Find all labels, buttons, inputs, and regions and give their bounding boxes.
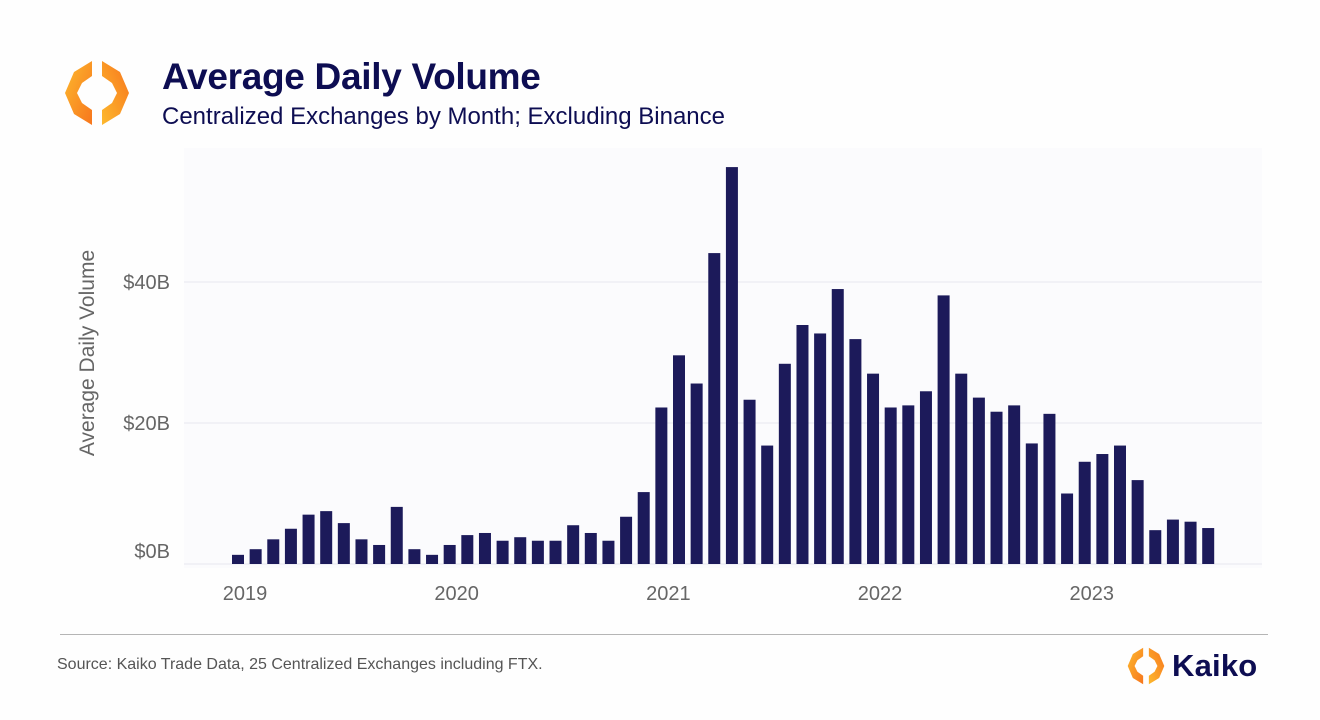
bar-2023-08 bbox=[1202, 528, 1215, 564]
bars bbox=[232, 167, 1215, 565]
bar-2021-10 bbox=[814, 333, 827, 564]
bar-2023-03 bbox=[1114, 445, 1126, 564]
bar-2020-06 bbox=[531, 540, 544, 564]
y-axis-label: Average Daily Volume bbox=[76, 250, 99, 456]
brand-name: Kaiko bbox=[1172, 648, 1258, 683]
bar-2021-06 bbox=[743, 399, 756, 564]
x-tick-label: 2021 bbox=[646, 583, 691, 605]
bar-2019-07 bbox=[337, 523, 350, 564]
x-tick-label: 2022 bbox=[858, 583, 903, 605]
source-note: Source: Kaiko Trade Data, 25 Centralized… bbox=[57, 656, 543, 673]
bar-2022-11 bbox=[1043, 413, 1056, 564]
y-tick-label: $20B bbox=[123, 413, 170, 435]
bar-2023-02 bbox=[1096, 454, 1109, 564]
bar-2023-01 bbox=[1078, 461, 1091, 564]
bar-2022-05 bbox=[937, 295, 950, 564]
bar-2020-10 bbox=[602, 540, 615, 564]
bar-2019-08 bbox=[355, 539, 368, 564]
bar-chart: $0B $20B $40B 2019 2020 2021 2022 2023 Average… bbox=[76, 167, 1262, 605]
y-axis-ticks: $0B $20B $40B bbox=[123, 272, 170, 563]
bar-2020-11 bbox=[620, 516, 633, 564]
bar-2020-07 bbox=[549, 540, 562, 564]
bar-2019-10 bbox=[390, 506, 403, 564]
bar-2022-06 bbox=[955, 373, 968, 564]
bar-2021-12 bbox=[849, 339, 862, 564]
bar-2021-03 bbox=[690, 383, 703, 564]
kaiko-brand-icon bbox=[1127, 647, 1165, 685]
bar-2021-04 bbox=[708, 253, 721, 564]
bar-2021-05 bbox=[725, 167, 738, 564]
bar-2019-05 bbox=[302, 514, 315, 564]
x-tick-label: 2020 bbox=[434, 583, 479, 605]
bar-2019-04 bbox=[284, 528, 297, 564]
bar-2023-06 bbox=[1166, 519, 1179, 564]
bar-2022-10 bbox=[1025, 443, 1038, 564]
bar-2022-07 bbox=[972, 397, 985, 564]
bar-2019-12 bbox=[426, 554, 439, 564]
bar-2020-03 bbox=[478, 532, 491, 564]
bar-2019-01 bbox=[232, 554, 244, 564]
bar-2020-02 bbox=[461, 535, 474, 564]
bar-2022-02 bbox=[884, 407, 897, 564]
bar-2019-06 bbox=[320, 511, 333, 565]
brand-logo: Kaiko bbox=[1126, 644, 1257, 688]
bar-2021-01 bbox=[655, 407, 668, 564]
y-tick-label: $40B bbox=[123, 272, 170, 294]
bar-2021-07 bbox=[761, 445, 774, 564]
bar-2019-09 bbox=[373, 544, 386, 564]
bar-2022-01 bbox=[867, 373, 880, 564]
bar-2020-09 bbox=[584, 532, 597, 564]
bar-2022-12 bbox=[1061, 493, 1074, 564]
bar-2022-04 bbox=[919, 391, 932, 564]
chart-subtitle: Centralized Exchanges by Month; Excludin… bbox=[162, 103, 725, 130]
y-tick-label: $0B bbox=[134, 541, 170, 563]
bar-2022-09 bbox=[1008, 405, 1021, 565]
bar-2019-11 bbox=[408, 549, 421, 564]
bar-2021-11 bbox=[831, 289, 844, 564]
footer-divider bbox=[60, 634, 1268, 635]
x-tick-label: 2023 bbox=[1069, 583, 1114, 605]
bar-2023-05 bbox=[1149, 530, 1162, 564]
bar-2020-08 bbox=[567, 525, 580, 564]
bar-2023-07 bbox=[1184, 521, 1197, 564]
bar-2021-09 bbox=[796, 325, 809, 564]
x-axis-ticks: 2019 2020 2021 2022 2023 bbox=[223, 583, 1114, 605]
bar-2022-03 bbox=[902, 405, 915, 565]
bar-2022-08 bbox=[990, 411, 1003, 564]
x-tick-label: 2019 bbox=[223, 583, 268, 605]
bar-2021-02 bbox=[673, 355, 685, 564]
bar-2020-05 bbox=[514, 537, 527, 564]
kaiko-logo-icon bbox=[65, 61, 129, 125]
chart-title: Average Daily Volume bbox=[162, 56, 541, 97]
bar-2023-04 bbox=[1131, 480, 1144, 564]
bar-2019-03 bbox=[267, 539, 280, 564]
bar-2020-01 bbox=[443, 544, 456, 564]
bar-2021-08 bbox=[778, 363, 791, 564]
bar-2019-02 bbox=[249, 549, 262, 564]
bar-2020-12 bbox=[637, 492, 650, 564]
bar-2020-04 bbox=[496, 540, 509, 564]
